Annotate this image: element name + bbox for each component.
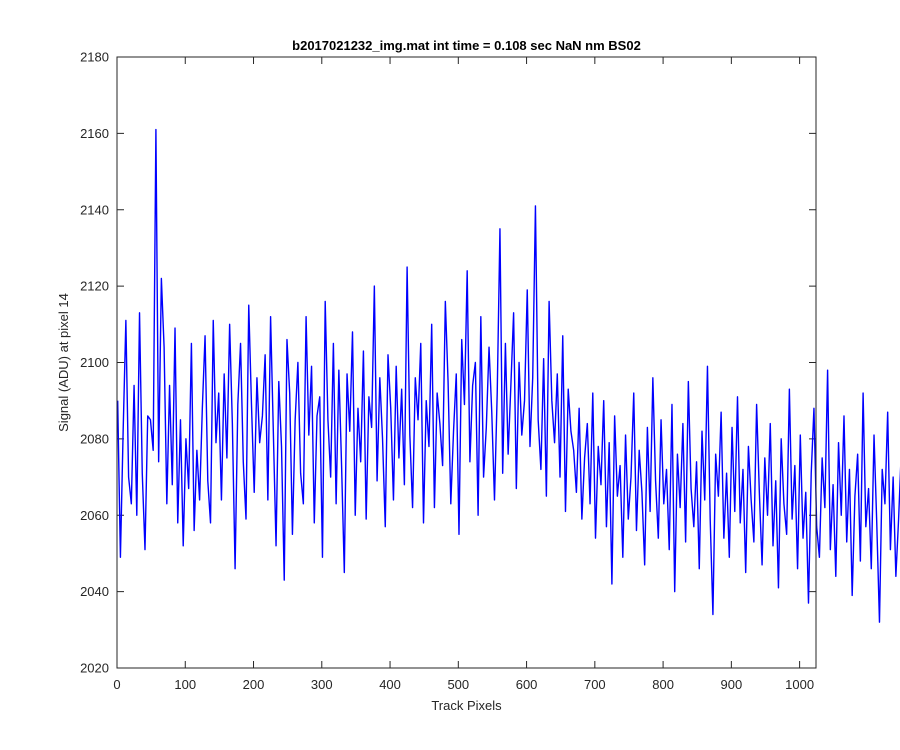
x-tick-label: 500 xyxy=(447,677,469,692)
y-tick-label: 2120 xyxy=(80,279,109,294)
y-tick-label: 2180 xyxy=(80,50,109,65)
x-tick-label: 600 xyxy=(516,677,538,692)
x-tick-label: 100 xyxy=(174,677,196,692)
x-tick-label: 900 xyxy=(721,677,743,692)
plot-frame xyxy=(116,56,817,669)
x-axis-label: Track Pixels xyxy=(431,698,502,713)
x-tick-label: 400 xyxy=(379,677,401,692)
y-tick-label: 2080 xyxy=(80,431,109,446)
x-tick-label: 1000 xyxy=(785,677,814,692)
x-tick-label: 700 xyxy=(584,677,606,692)
chart-title: b2017021232_img.mat int time = 0.108 sec… xyxy=(292,38,641,53)
x-tick-label: 300 xyxy=(311,677,333,692)
x-tick-label: 0 xyxy=(113,677,120,692)
y-tick-label: 2060 xyxy=(80,508,109,523)
y-tick-label: 2040 xyxy=(80,584,109,599)
x-axis-ticks: 0 100 200 300 400 500 600 700 800 900 1000 xyxy=(113,57,814,692)
x-tick-label: 200 xyxy=(243,677,265,692)
y-tick-label: 2100 xyxy=(80,355,109,370)
y-tick-label: 2140 xyxy=(80,202,109,217)
series-line xyxy=(116,128,900,623)
y-axis-ticks: 2020 2040 2060 2080 2100 2120 2140 2160 2180 xyxy=(80,50,816,676)
y-tick-label: 2160 xyxy=(80,126,109,141)
y-axis-label: Signal (ADU) at pixel 14 xyxy=(56,293,71,432)
x-tick-label: 800 xyxy=(652,677,674,692)
series-group xyxy=(116,128,900,623)
y-tick-label: 2020 xyxy=(80,661,109,676)
